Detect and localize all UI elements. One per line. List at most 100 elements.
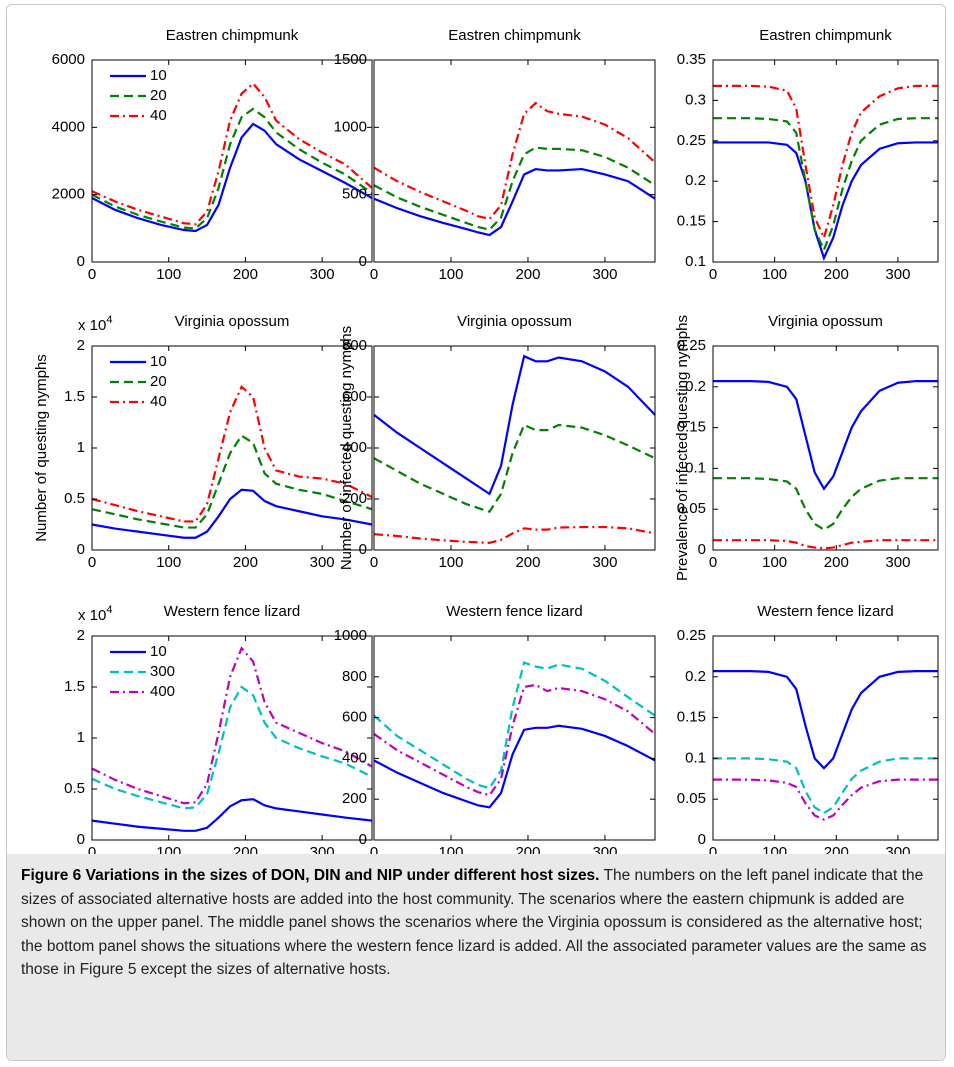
x-tick-label: 200 <box>515 266 540 283</box>
y-tick-label: 1000 <box>334 627 367 644</box>
axes-box <box>91 59 373 263</box>
chart-title: Western fence lizard <box>446 603 582 620</box>
y-tick-label: 0.5 <box>64 780 85 797</box>
x-tick-label: 0 <box>709 266 717 283</box>
y-tick-label: 400 <box>342 439 367 456</box>
plot-area <box>713 60 938 262</box>
series-line <box>373 724 656 809</box>
x-tick-label: 100 <box>438 554 463 571</box>
series-line <box>713 539 938 550</box>
series-line <box>373 167 656 237</box>
x-tick-label: 100 <box>762 844 787 854</box>
y-tick-label: 0 <box>359 831 367 848</box>
y-tick-label: 0.15 <box>677 419 706 436</box>
y-tick-label: 400 <box>342 749 367 766</box>
y-tick-label: 0.35 <box>677 51 706 68</box>
y-tick-label: 0.2 <box>685 172 706 189</box>
x-tick-label: 300 <box>310 266 335 283</box>
x-tick-label: 0 <box>709 554 717 571</box>
series-line <box>91 434 373 529</box>
y-tick-label: 0.1 <box>685 749 706 766</box>
y-multiplier: x 104 <box>78 314 112 334</box>
chart-title: Virginia opossum <box>175 313 290 330</box>
x-tick-label: 100 <box>762 554 787 571</box>
multiplier-exponent: 4 <box>106 604 112 616</box>
legend-label: 40 <box>150 393 167 410</box>
y-tick-label: 0.5 <box>64 490 85 507</box>
legend-label: 10 <box>150 643 167 660</box>
series-line <box>713 477 938 531</box>
x-tick-label: 200 <box>515 844 540 854</box>
x-tick-label: 300 <box>592 266 617 283</box>
y-tick-label: 600 <box>342 709 367 726</box>
x-tick-label: 100 <box>156 554 181 571</box>
series-line <box>91 384 373 523</box>
x-tick-label: 0 <box>88 266 96 283</box>
caption-title: Figure 6 Variations in the sizes of DON,… <box>21 867 600 884</box>
y-tick-label: 0.3 <box>685 91 706 108</box>
multiplier-base: x 10 <box>78 607 106 624</box>
y-tick-label: 1.5 <box>64 388 85 405</box>
series-line <box>713 669 938 770</box>
y-axis-label: Number of questing nymphs <box>33 354 50 542</box>
x-tick-label: 100 <box>156 844 181 854</box>
series-line <box>713 778 938 821</box>
y-tick-label: 1.5 <box>64 678 85 695</box>
y-tick-label: 0.05 <box>677 500 706 517</box>
chart-title: Eastren chimpmunk <box>166 27 299 44</box>
x-tick-label: 0 <box>370 554 378 571</box>
y-axis-label: Number of infected questing nymphs <box>338 326 355 570</box>
y-tick-label: 0 <box>77 831 85 848</box>
x-tick-label: 200 <box>824 554 849 571</box>
x-tick-label: 300 <box>885 844 910 854</box>
y-tick-label: 800 <box>342 337 367 354</box>
figure-frame <box>6 4 946 1061</box>
legend-label: 40 <box>150 107 167 124</box>
y-tick-label: 0.05 <box>677 790 706 807</box>
axes-box <box>373 635 656 841</box>
x-tick-label: 200 <box>233 266 258 283</box>
y-tick-label: 200 <box>342 790 367 807</box>
x-tick-label: 0 <box>709 844 717 854</box>
series-line <box>91 646 373 805</box>
axes-box <box>712 635 939 841</box>
x-tick-label: 300 <box>592 554 617 571</box>
y-tick-label: 0.2 <box>685 378 706 395</box>
y-tick-label: 4000 <box>52 118 85 135</box>
plot-area <box>713 636 938 840</box>
chart-title: Western fence lizard <box>164 603 300 620</box>
y-tick-label: 0 <box>359 541 367 558</box>
x-tick-label: 300 <box>885 266 910 283</box>
y-tick-label: 0.2 <box>685 668 706 685</box>
axes-box <box>712 59 939 263</box>
y-tick-label: 0 <box>77 541 85 558</box>
x-tick-label: 200 <box>824 266 849 283</box>
y-tick-label: 6000 <box>52 51 85 68</box>
x-tick-label: 200 <box>824 844 849 854</box>
legend-label: 10 <box>150 67 167 84</box>
y-tick-label: 200 <box>342 490 367 507</box>
y-tick-label: 0.15 <box>677 213 706 230</box>
x-tick-label: 0 <box>88 554 96 571</box>
legend-label: 400 <box>150 683 175 700</box>
caption-text: The numbers on the left panel indicate t… <box>21 867 927 978</box>
series-line <box>91 488 373 539</box>
caption: Figure 6 Variations in the sizes of DON,… <box>7 854 945 1060</box>
multiplier-base: x 10 <box>78 317 106 334</box>
x-tick-label: 100 <box>762 266 787 283</box>
y-tick-label: 0 <box>77 253 85 270</box>
chart-title: Eastren chimpmunk <box>759 27 892 44</box>
x-tick-label: 300 <box>592 844 617 854</box>
plot-area <box>374 60 655 262</box>
y-tick-label: 0.15 <box>677 709 706 726</box>
y-tick-label: 600 <box>342 388 367 405</box>
series-line <box>91 107 373 230</box>
y-tick-label: 0.25 <box>677 337 706 354</box>
series-line <box>713 141 938 261</box>
plot-area <box>713 346 938 550</box>
x-tick-label: 200 <box>515 554 540 571</box>
series-line <box>713 117 938 253</box>
plot-area <box>374 636 655 840</box>
